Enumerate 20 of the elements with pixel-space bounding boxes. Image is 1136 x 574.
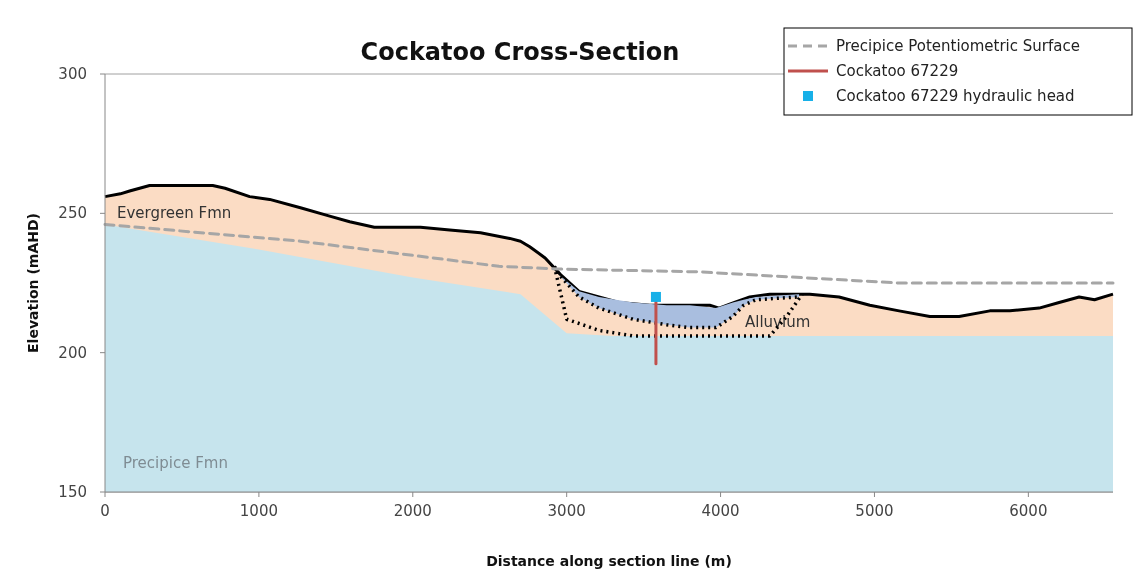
y-tick-label: 200: [58, 343, 87, 362]
x-tick-label: 4000: [701, 502, 740, 520]
y-tick-label: 300: [58, 65, 87, 83]
x-tick-label: 3000: [547, 502, 586, 520]
x-tick-label: 1000: [239, 502, 278, 520]
chart-title: Cockatoo Cross-Section: [360, 38, 680, 66]
series-label: Alluvium: [745, 313, 811, 331]
x-axis-title: Distance along section line (m): [486, 553, 732, 569]
y-tick-label: 250: [58, 204, 87, 223]
y-axis-title: Elevation (mAHD): [25, 213, 41, 353]
legend-label: Cockatoo 67229 hydraulic head: [836, 87, 1075, 105]
legend-label: Cockatoo 67229: [836, 62, 959, 80]
x-tick-label: 2000: [393, 502, 432, 520]
series-label: Evergreen Fmn: [117, 204, 232, 222]
legend-label: Precipice Potentiometric Surface: [836, 37, 1080, 55]
x-tick-label: 5000: [855, 502, 894, 520]
series-label: Precipice Fmn: [123, 454, 228, 472]
x-tick-label: 0: [100, 502, 110, 520]
y-tick-label: 150: [58, 483, 87, 501]
x-tick-label: 6000: [1009, 502, 1048, 520]
